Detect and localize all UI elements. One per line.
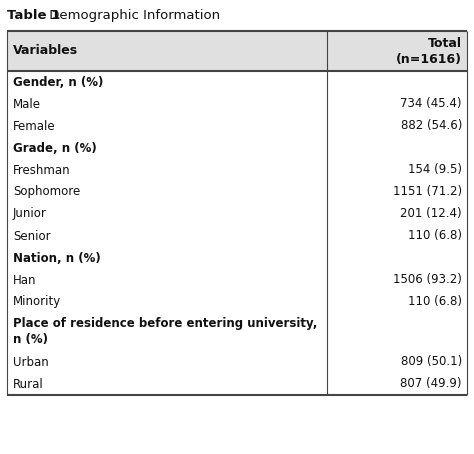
Text: 201 (12.4): 201 (12.4) — [401, 207, 462, 221]
Text: 110 (6.8): 110 (6.8) — [408, 230, 462, 242]
Text: Demographic Information: Demographic Information — [45, 9, 220, 22]
Text: Junior: Junior — [13, 207, 47, 221]
Text: Sophomore: Sophomore — [13, 186, 80, 198]
Text: Gender, n (%): Gender, n (%) — [13, 75, 103, 89]
Text: Freshman: Freshman — [13, 163, 71, 177]
Text: Nation, n (%): Nation, n (%) — [13, 252, 101, 265]
Text: Han: Han — [13, 273, 36, 286]
Text: Senior: Senior — [13, 230, 51, 242]
Text: Female: Female — [13, 119, 55, 133]
Text: Rural: Rural — [13, 377, 44, 390]
Text: Place of residence before entering university,: Place of residence before entering unive… — [13, 317, 318, 330]
Text: 110 (6.8): 110 (6.8) — [408, 296, 462, 309]
Text: Table 1: Table 1 — [7, 9, 60, 22]
Text: Variables: Variables — [13, 44, 78, 58]
Text: Grade, n (%): Grade, n (%) — [13, 142, 97, 154]
Text: 734 (45.4): 734 (45.4) — [401, 98, 462, 110]
Text: n (%): n (%) — [13, 333, 48, 346]
Text: (n=1616): (n=1616) — [396, 53, 462, 65]
Text: Male: Male — [13, 98, 41, 110]
Text: Total: Total — [428, 37, 462, 50]
Text: 809 (50.1): 809 (50.1) — [401, 355, 462, 369]
Text: Urban: Urban — [13, 355, 49, 369]
Text: 882 (54.6): 882 (54.6) — [401, 119, 462, 133]
Text: 154 (9.5): 154 (9.5) — [408, 163, 462, 177]
Text: 1151 (71.2): 1151 (71.2) — [393, 186, 462, 198]
Text: Minority: Minority — [13, 296, 61, 309]
Bar — [7, 31, 467, 71]
Text: 807 (49.9): 807 (49.9) — [401, 377, 462, 390]
Text: 1506 (93.2): 1506 (93.2) — [393, 273, 462, 286]
